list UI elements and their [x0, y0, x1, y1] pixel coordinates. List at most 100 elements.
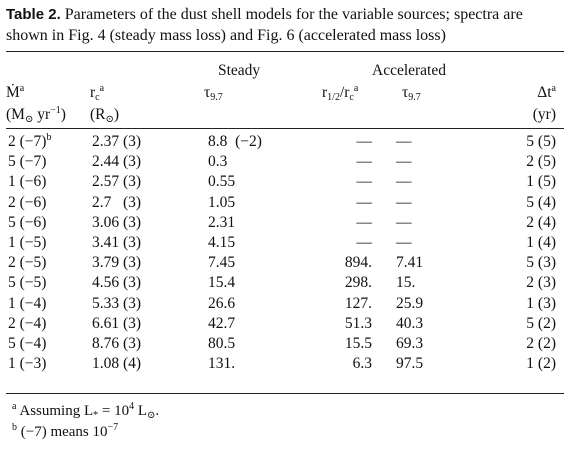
cell-text: 5 (−7) — [8, 153, 47, 171]
cell: 2.57 (3) — [90, 172, 194, 192]
cell: 2.31 — [194, 213, 322, 233]
cell: 2 (−5) — [6, 253, 90, 273]
footnote: a Assuming L* = 104 L⊙. — [12, 401, 159, 422]
cell-text: 127. — [344, 294, 372, 312]
cell: 2 (−7)b — [6, 132, 90, 152]
cell-text: 7.45 — [208, 254, 236, 272]
cell: 5 (4) — [474, 193, 562, 213]
footnote-text-part: 4 — [129, 401, 135, 412]
header-rule — [6, 128, 564, 129]
cell: 2.37 (3) — [90, 132, 194, 152]
cell: 1 (3) — [474, 294, 562, 314]
footnote-text-part: −7 — [107, 422, 119, 433]
table: Steady Accelerated Ṁa rca τ9.7 r1/2/rca τ9.7 Δt… — [6, 60, 562, 374]
cell: — — [322, 233, 373, 253]
cell-text: 15.5 — [344, 335, 372, 353]
cell: 6.61 (3) — [90, 314, 194, 334]
caption: Table 2. Parameters of the dust shell mod… — [6, 4, 562, 46]
column-header-part: a — [353, 83, 359, 94]
bottom-rule — [6, 393, 564, 394]
cell: 7.41 — [372, 253, 474, 273]
column-header-part: (R — [90, 106, 106, 123]
column-header-part: ⊙ — [24, 114, 34, 125]
cell-text: 894. — [344, 254, 372, 272]
column-header-part: τ — [204, 84, 211, 101]
cell: 2.7 (3) — [90, 193, 194, 213]
row: 1 (−6) 2.57 (3) 0.55 — — 1 (5) — [6, 172, 562, 192]
cell: 131. — [194, 354, 322, 374]
cell-text: 4.56 (3) — [92, 274, 142, 292]
cell-text: 2.7 (3) — [92, 193, 142, 211]
column-header-part: a — [19, 83, 25, 94]
group-cell — [474, 60, 562, 82]
cell-text: 5 (4) — [526, 193, 556, 211]
header-cell — [322, 104, 372, 126]
group-cell: Steady — [194, 60, 322, 82]
cell-text: 1 (4) — [526, 234, 556, 252]
header-cell: r1/2/rca — [322, 82, 372, 104]
row: 5 (−6) 3.06 (3) 2.31 — — 2 (4) — [6, 213, 562, 233]
cell-text: 5 (−6) — [8, 213, 47, 231]
cell: 51.3 — [322, 314, 372, 334]
group-cell — [6, 60, 90, 82]
column-header-part: τ — [402, 84, 409, 101]
cell: — — [372, 172, 474, 192]
header-cell — [372, 104, 474, 126]
column-header-part: 9.7 — [210, 92, 223, 103]
cell-text: 1 (−6) — [8, 173, 47, 191]
row: 2 (−4) 6.61 (3) 42.7 51.3 40.3 5 (2) — [6, 314, 562, 334]
cell: 8.8 (−2) — [194, 132, 322, 152]
cell-text: 2 (4) — [526, 213, 556, 231]
cell: 3.06 (3) — [90, 213, 194, 233]
cell: 1 (−3) — [6, 354, 90, 374]
cell-text: — — [396, 193, 412, 211]
footnote: b (−7) means 10−7 — [12, 422, 159, 443]
cell: 25.9 — [372, 294, 474, 314]
cell-text: 1 (5) — [526, 173, 556, 191]
cell: 5 (−4) — [6, 334, 90, 354]
cell-text: 1 (3) — [526, 294, 556, 312]
row: 2 (−7)b 2.37 (3) 8.8 (−2) — —5 (5) — [6, 132, 562, 152]
cell-text: 5.33 (3) — [92, 294, 142, 312]
cell-text: — — [356, 133, 373, 150]
column-header-part: −1 — [50, 105, 61, 116]
cell: 2.44 (3) — [90, 152, 194, 172]
cell-text: 298. — [344, 274, 372, 292]
header-row: (M⊙ yr−1) (R⊙) (yr) — [6, 104, 562, 126]
cell: 26.6 — [194, 294, 322, 314]
cell: 8.76 (3) — [90, 334, 194, 354]
cell-text: 5 (5) — [526, 133, 556, 150]
row: 1 (−3) 1.08 (4) 131. 6.3 97.5 1 (2) — [6, 354, 562, 374]
column-header-part: Ṁ — [6, 84, 20, 101]
footnotes: a Assuming L* = 104 L⊙. b (−7) means 10−7 — [12, 401, 159, 443]
cell-text: 5 (3) — [526, 254, 556, 272]
cell: — — [372, 233, 474, 253]
cell-text: 1.05 — [208, 193, 236, 211]
group-header: Accelerated — [372, 62, 446, 79]
cell: 5 (−7) — [6, 152, 90, 172]
caption-text: Parameters of the dust shell models for … — [6, 6, 523, 44]
cell-text: 26.6 — [208, 294, 236, 312]
cell-text: 7.41 — [396, 254, 424, 272]
cell-text: 97.5 — [396, 355, 424, 373]
cell: 15.4 — [194, 273, 322, 293]
cell-text: 3.06 (3) — [92, 213, 142, 231]
cell-text: 15.4 — [208, 274, 236, 292]
cell-text: 5 (−4) — [8, 335, 47, 353]
cell-text: 2.44 (3) — [92, 153, 142, 171]
row: 1 (−4) 5.33 (3) 26.6 127. 25.9 1 (3) — [6, 294, 562, 314]
column-header-part: c — [349, 92, 354, 103]
cell: 97.5 — [372, 354, 474, 374]
column-header-part: c — [95, 92, 100, 103]
cell: 5 (5) — [474, 132, 562, 152]
cell: 5 (3) — [474, 253, 562, 273]
cell-text: 5 (2) — [526, 314, 556, 332]
cell: 2 (−4) — [6, 314, 90, 334]
group-row: Steady Accelerated — [6, 60, 562, 82]
cell-text: 2 (−4) — [8, 314, 47, 332]
cell-text: 1 (2) — [526, 355, 556, 373]
cell-text: 2 (−6) — [8, 193, 47, 211]
cell-text: 6.61 (3) — [92, 314, 142, 332]
cell-text: 0.3 — [208, 153, 228, 171]
column-header-part: ⊙ — [105, 114, 114, 125]
